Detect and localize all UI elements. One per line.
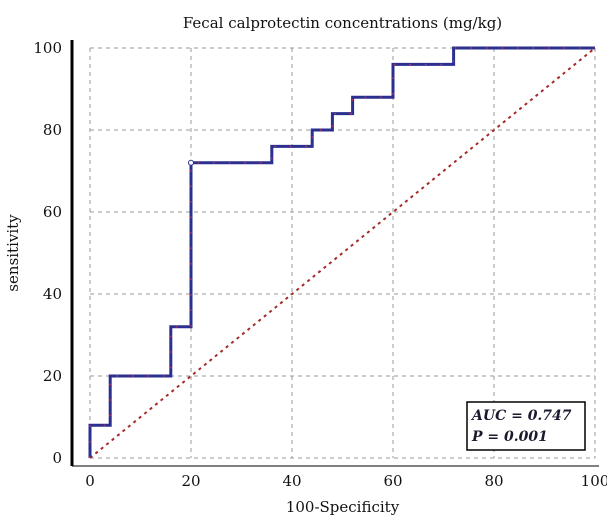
- x-tick-label: 100: [581, 472, 607, 490]
- x-tick-label: 60: [383, 472, 402, 490]
- x-tick-label: 80: [484, 472, 503, 490]
- y-tick-label: 80: [43, 121, 62, 139]
- roc-curve-line: [88, 46, 595, 458]
- stats-box: AUC = 0.747 P = 0.001: [466, 401, 586, 451]
- y-tick-label: 100: [33, 39, 62, 57]
- x-tick-label: 40: [282, 472, 301, 490]
- x-tick-label: 20: [181, 472, 200, 490]
- chart-title: Fecal calprotectin concentrations (mg/kg…: [183, 14, 502, 32]
- y-tick-labels: 0 20 40 60 80 100: [33, 39, 62, 467]
- x-tick-labels: 0 20 40 60 80 100: [85, 472, 607, 490]
- axes: [70, 40, 599, 467]
- roc-curve-markers: [89, 47, 595, 458]
- roc-point-marker: [188, 159, 194, 166]
- grid-lines: [89, 47, 596, 459]
- y-tick-label: 40: [43, 285, 62, 303]
- y-tick-label: 20: [43, 367, 62, 385]
- series-layer: [88, 46, 596, 459]
- reference-diagonal-line: [89, 47, 596, 459]
- auc-label: AUC = 0.747: [470, 408, 572, 424]
- y-tick-label: 0: [52, 449, 62, 467]
- x-axis-title: 100-Specificity: [286, 498, 400, 516]
- y-axis-title: sensitivity: [4, 214, 22, 292]
- stats-box-frame: [466, 401, 586, 451]
- y-tick-label: 60: [43, 203, 62, 221]
- x-tick-label: 0: [85, 472, 95, 490]
- p-value-label: P = 0.001: [471, 429, 548, 445]
